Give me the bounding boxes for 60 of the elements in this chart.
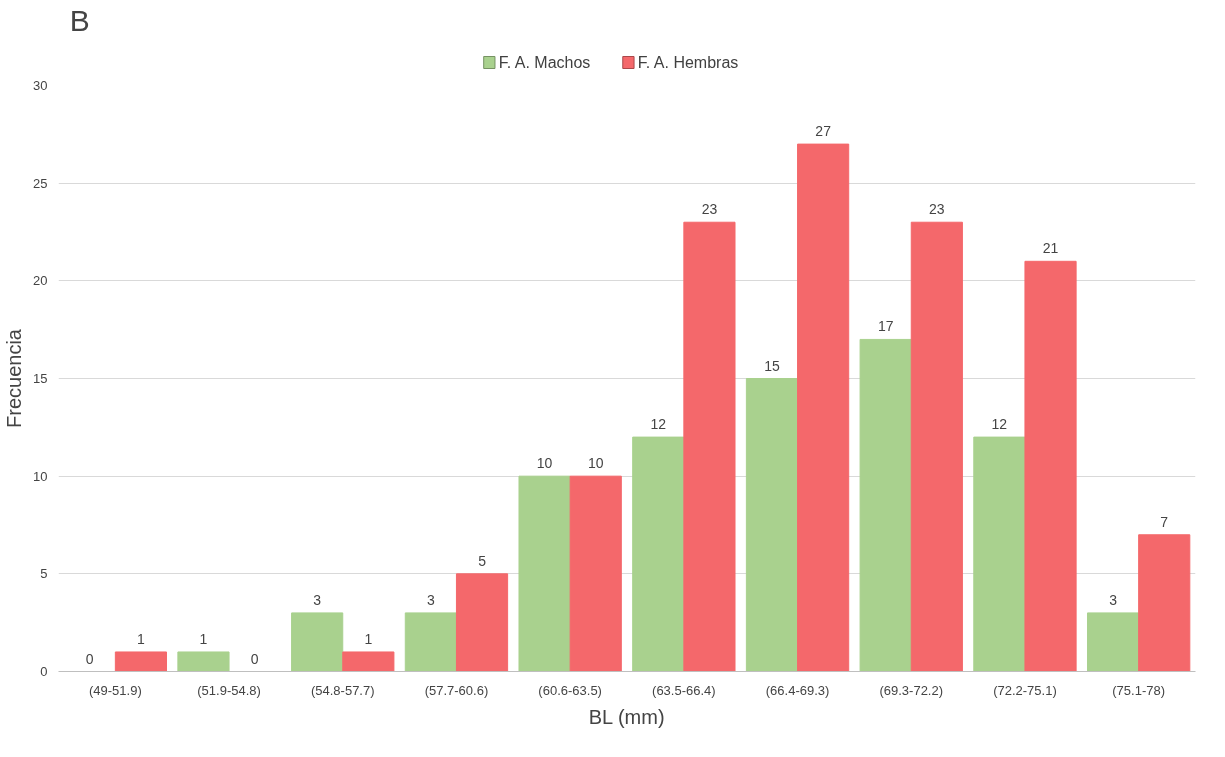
legend-label: F. A. Machos (498, 54, 591, 71)
bar (177, 651, 230, 672)
data-label: 3 (426, 591, 435, 608)
data-label: 1 (137, 630, 146, 647)
bar (342, 651, 395, 672)
text: B (69, 3, 90, 37)
y-tick-label: 30 (33, 78, 48, 93)
y-tick-label: 20 (33, 273, 48, 289)
data-label: 10 (536, 455, 553, 472)
x-tick-label: (72.2-75.1) (993, 682, 1057, 698)
data-label: 1 (364, 630, 373, 647)
data-label: 3 (313, 591, 322, 608)
y-tick-label: 15 (33, 371, 48, 386)
x-tick-label: (75.1-78) (1112, 682, 1166, 698)
bar (632, 436, 685, 672)
bar (404, 612, 457, 672)
bar (114, 651, 168, 672)
x-tick-label: (60.6-63.5) (538, 682, 602, 698)
x-tick-label: (51.9-54.8) (197, 682, 261, 698)
data-label: 21 (1042, 240, 1059, 257)
data-label: 10 (587, 455, 604, 472)
legend-label: F. A. Hembras (637, 54, 739, 71)
bar (1024, 260, 1077, 672)
data-label: 23 (701, 201, 718, 218)
data-label: 1 (199, 630, 208, 647)
bar (1086, 612, 1140, 672)
bar (745, 378, 799, 672)
data-label: 27 (815, 123, 832, 140)
data-label: 7 (1160, 513, 1169, 530)
y-tick-label: 25 (33, 175, 48, 191)
data-label: 3 (1109, 591, 1118, 608)
bar (797, 143, 850, 672)
bar (569, 475, 622, 672)
data-label: 17 (877, 318, 894, 335)
y-tick-label: 5 (40, 566, 48, 582)
bar (518, 475, 571, 672)
x-tick-label: (63.5-66.4) (652, 682, 716, 698)
data-label: 0 (85, 650, 94, 667)
data-label: 15 (764, 357, 780, 374)
bar (1138, 534, 1191, 672)
bar (910, 221, 963, 672)
bar (859, 338, 912, 672)
y-tick-label: 10 (33, 468, 48, 484)
bar (455, 573, 509, 672)
x-tick-label: (57.7-60.6) (424, 682, 489, 698)
y-tick-label: 0 (40, 664, 48, 679)
bar (973, 436, 1026, 672)
y-axis-title: Frecuencia (3, 328, 26, 428)
data-label: 23 (929, 201, 945, 218)
data-label: 12 (650, 416, 667, 433)
bar (683, 221, 736, 672)
x-axis-title: BL (mm) (588, 705, 665, 728)
data-label: 0 (250, 650, 259, 667)
data-label: 5 (478, 552, 487, 569)
bar (291, 612, 344, 672)
x-tick-label: (49-51.9) (88, 682, 142, 698)
x-tick-label: (69.3-72.2) (879, 682, 944, 698)
x-tick-label: (54.8-57.7) (310, 682, 375, 698)
data-label: 12 (991, 416, 1008, 433)
x-tick-label: (66.4-69.3) (765, 682, 830, 698)
